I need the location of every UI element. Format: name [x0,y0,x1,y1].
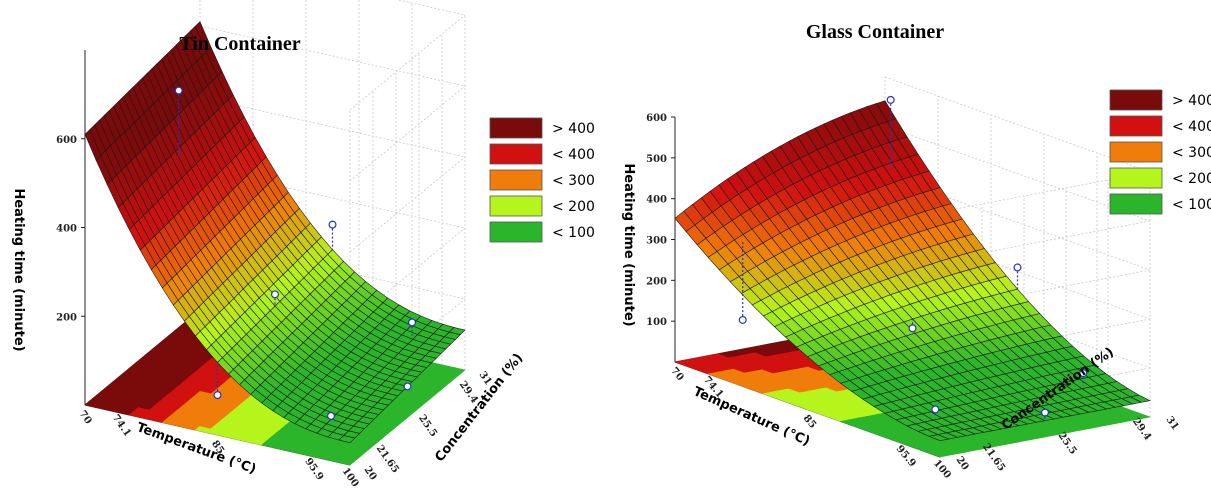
design-point [886,95,895,104]
y-tick-label: 20 [362,465,379,483]
legend-label: < 400 [552,147,595,163]
side-wall-gridline [349,85,466,182]
design-point [931,405,940,414]
legend-label: < 400 [1172,119,1211,135]
design-point [403,382,412,391]
z-tick-label: 200 [56,312,77,323]
z-tick-label: 300 [646,236,667,247]
design-point [408,318,417,327]
design-point [738,315,747,324]
design-point [908,324,917,333]
design-point [328,220,337,229]
x-tick-label: 95.9 [302,456,325,482]
design-points [174,86,417,420]
design-point [213,391,222,400]
z-axis-label: Heating time (minute) [11,188,26,351]
tin-container-chart: 70 74.1 85 95.9 100 20 21.65 25.5 29.4 31 200 400 60… [0,0,605,500]
x-tick-label: 85 [801,413,818,431]
box-edge [349,14,466,111]
box-edge [396,0,466,16]
y-tick-label: 20 [954,455,971,473]
legend-swatch [489,221,543,243]
z-tick-label: 200 [646,276,667,287]
side-wall-gridline [349,156,466,253]
design-point [1041,408,1050,417]
legend-swatch [489,117,543,139]
legend-label: < 100 [1172,197,1211,213]
back-wall-gridline [884,174,1151,271]
z-tick-label: 400 [56,224,77,235]
legend-label: < 100 [552,225,595,241]
legend-swatch [489,195,543,217]
z-tick-label: 400 [646,195,667,206]
legend-swatch [489,143,543,165]
legend-swatch [1109,141,1163,163]
y-tick-label: 21.65 [980,442,1007,474]
z-tick-label: 500 [646,154,667,165]
y-tick-label: 31 [1164,415,1181,433]
legend-label: > 400 [1172,93,1211,109]
back-wall-gridline [884,125,1151,222]
design-point [327,411,336,420]
z-tick-label: 600 [646,113,667,124]
legend-swatch [1109,167,1163,189]
response-surface [674,100,1151,442]
y-tick-label: 25.5 [416,413,439,439]
x-tick-label: 74.1 [110,413,133,439]
legend-swatch [1109,115,1163,137]
back-wall-gridline [199,96,466,158]
contour-floor-cell [448,367,466,375]
design-point [271,290,280,299]
design-point [1079,369,1088,378]
back-wall-gridline [199,25,466,87]
z-tick-label: 100 [646,317,667,328]
legend-label: < 300 [552,173,595,189]
x-tick-label: 100 [931,458,953,481]
design-point [174,86,183,95]
z-tick-label: 600 [56,135,77,146]
design-points [738,95,1088,421]
legend-label: < 200 [1172,171,1211,187]
design-point [1013,263,1022,272]
x-tick-label: 70 [77,409,94,427]
legend-label: < 200 [552,199,595,215]
x-tick-label: 70 [668,366,685,384]
box-edge [884,76,1151,173]
legend: > 400 < 400 < 300 < 200 < 100 [1109,89,1211,215]
surface-cell [84,129,102,161]
y-tick-label: 29.4 [1130,416,1153,442]
surface-cell [674,210,696,233]
z-axis-label: Heating time (minute) [621,163,636,326]
legend-label: < 300 [1172,145,1211,161]
response-surface [84,21,466,444]
legend-swatch [1109,193,1163,215]
legend-swatch [1109,89,1163,111]
x-tick-label: 100 [340,466,361,489]
legend-swatch [489,169,543,191]
chart-title: Tin Container [179,33,300,55]
contour-floor-cell [1129,412,1152,420]
legend-label: > 400 [552,121,595,137]
y-tick-label: 21.65 [374,443,401,475]
y-tick-label: 25.5 [1056,430,1079,456]
glass-container-chart: 70 74.1 85 95.9 100 20 21.65 25.5 29.4 31 100 200 30… [605,0,1211,500]
chart-title: Glass Container [806,21,944,43]
legend: > 400 < 400 < 300 < 200 < 100 [489,117,595,243]
